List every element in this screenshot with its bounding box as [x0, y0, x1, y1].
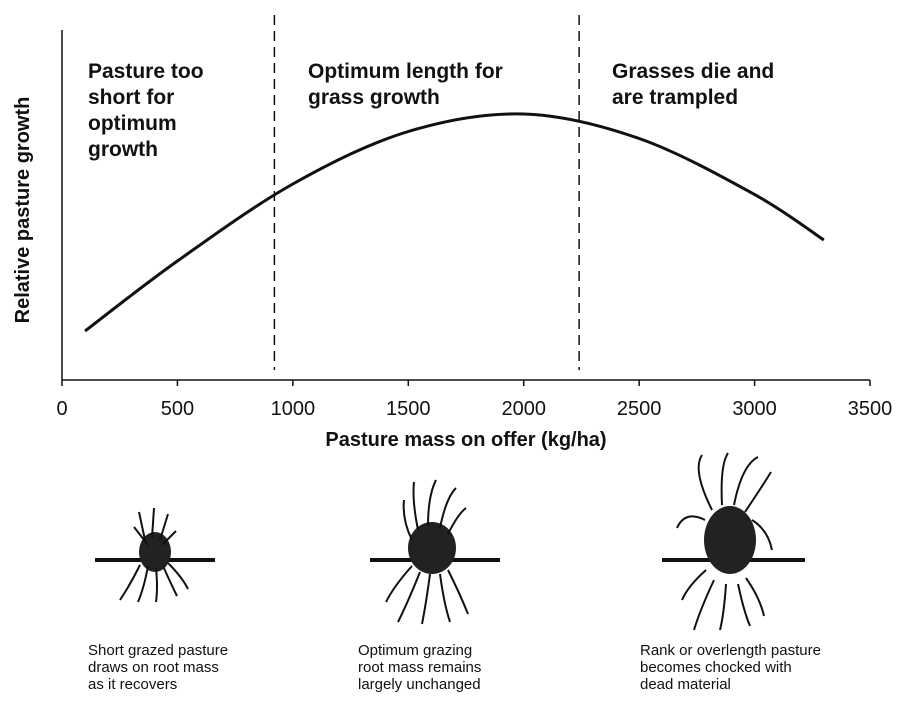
caption: as it recovers	[88, 676, 177, 693]
x-tick-label: 2000	[501, 398, 546, 420]
plant-base	[408, 522, 456, 574]
plant-illustrations	[95, 452, 805, 631]
x-tick-label: 1000	[271, 398, 316, 420]
region-label: short for	[88, 86, 174, 109]
caption: largely unchanged	[358, 676, 481, 693]
region-label: grass growth	[308, 86, 440, 109]
caption: draws on root mass	[88, 659, 219, 676]
x-tick-label: 2500	[617, 398, 662, 420]
region-label: Optimum length for	[308, 60, 503, 83]
region-label: optimum	[88, 112, 177, 135]
x-tick-label: 3500	[848, 398, 893, 420]
region-label: Grasses die and	[612, 60, 774, 83]
plant-base	[139, 532, 171, 572]
x-axis-label: Pasture mass on offer (kg/ha)	[325, 429, 606, 451]
x-tick-label: 0	[56, 398, 67, 420]
caption: Optimum grazing	[358, 642, 472, 659]
x-tick-label: 3000	[732, 398, 777, 420]
caption: Short grazed pasture	[88, 642, 228, 659]
caption: Rank or overlength pasture	[640, 642, 821, 659]
growth-curve	[84, 112, 825, 333]
region-label: are trampled	[612, 86, 738, 109]
caption: root mass remains	[358, 659, 481, 676]
x-tick-label: 500	[161, 398, 194, 420]
y-axis-label: Relative pasture growth	[12, 97, 34, 324]
x-tick-label: 1500	[386, 398, 431, 420]
caption: dead material	[640, 676, 731, 693]
region-label: Pasture too	[88, 60, 204, 83]
plant-base	[704, 506, 756, 574]
caption: becomes chocked with	[640, 659, 792, 676]
region-label: growth	[88, 138, 158, 161]
